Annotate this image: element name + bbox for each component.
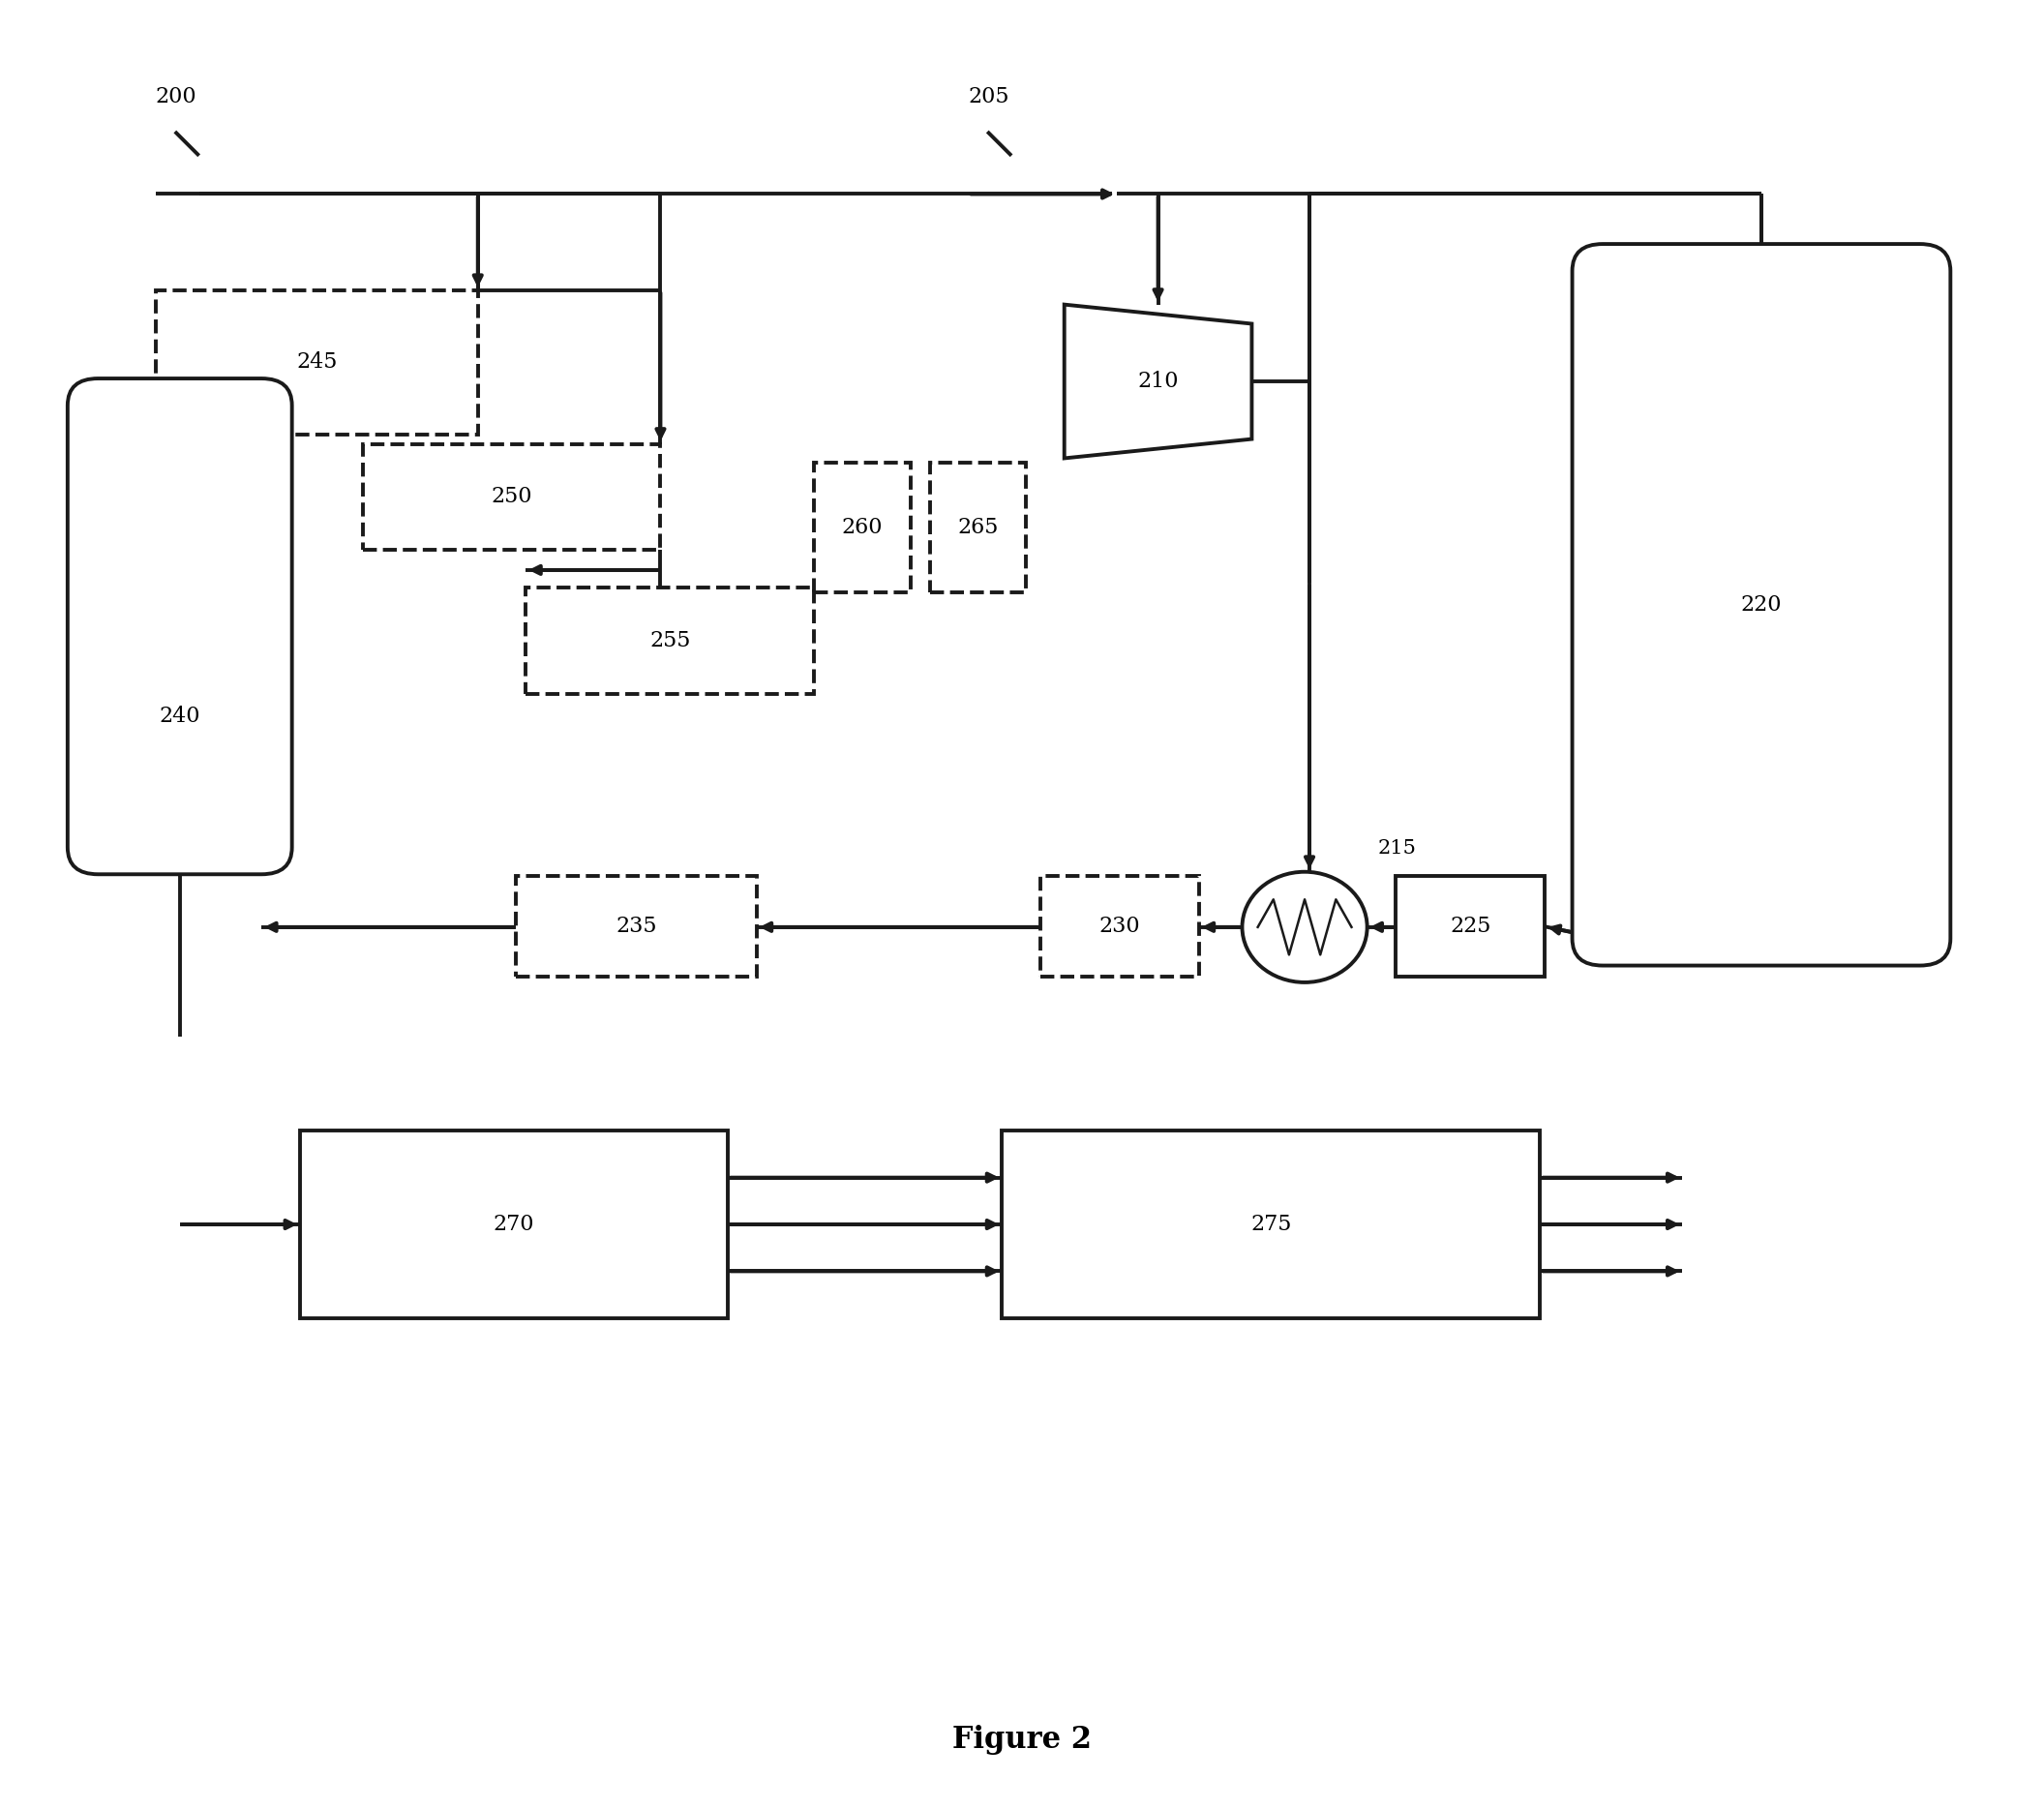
Text: Figure 2: Figure 2 [953, 1726, 1091, 1755]
FancyBboxPatch shape [1572, 244, 1950, 966]
Text: 260: 260 [842, 517, 883, 539]
Text: 215: 215 [1378, 839, 1416, 857]
Bar [300, 1131, 728, 1319]
Bar [1396, 876, 1545, 977]
Text: 205: 205 [969, 87, 1010, 107]
Bar [1040, 876, 1200, 977]
Bar [155, 289, 478, 434]
Text: 240: 240 [159, 706, 200, 727]
Text: 270: 270 [493, 1214, 533, 1236]
Text: 250: 250 [491, 487, 531, 507]
Bar [362, 443, 660, 550]
FancyBboxPatch shape [67, 378, 292, 874]
Text: 275: 275 [1251, 1214, 1292, 1236]
Text: 230: 230 [1100, 915, 1141, 937]
Text: 235: 235 [615, 915, 656, 937]
Text: 265: 265 [957, 517, 997, 539]
Bar [930, 463, 1026, 593]
Bar [517, 876, 756, 977]
Text: 255: 255 [650, 630, 691, 651]
Circle shape [1243, 872, 1367, 982]
Text: 200: 200 [155, 87, 196, 107]
Bar [1002, 1131, 1541, 1319]
Bar [525, 588, 814, 693]
Text: 245: 245 [296, 351, 337, 373]
Text: 210: 210 [1136, 371, 1179, 393]
Bar [814, 463, 910, 593]
Text: 220: 220 [1741, 593, 1782, 615]
Polygon shape [1065, 304, 1251, 458]
Text: 225: 225 [1449, 915, 1490, 937]
